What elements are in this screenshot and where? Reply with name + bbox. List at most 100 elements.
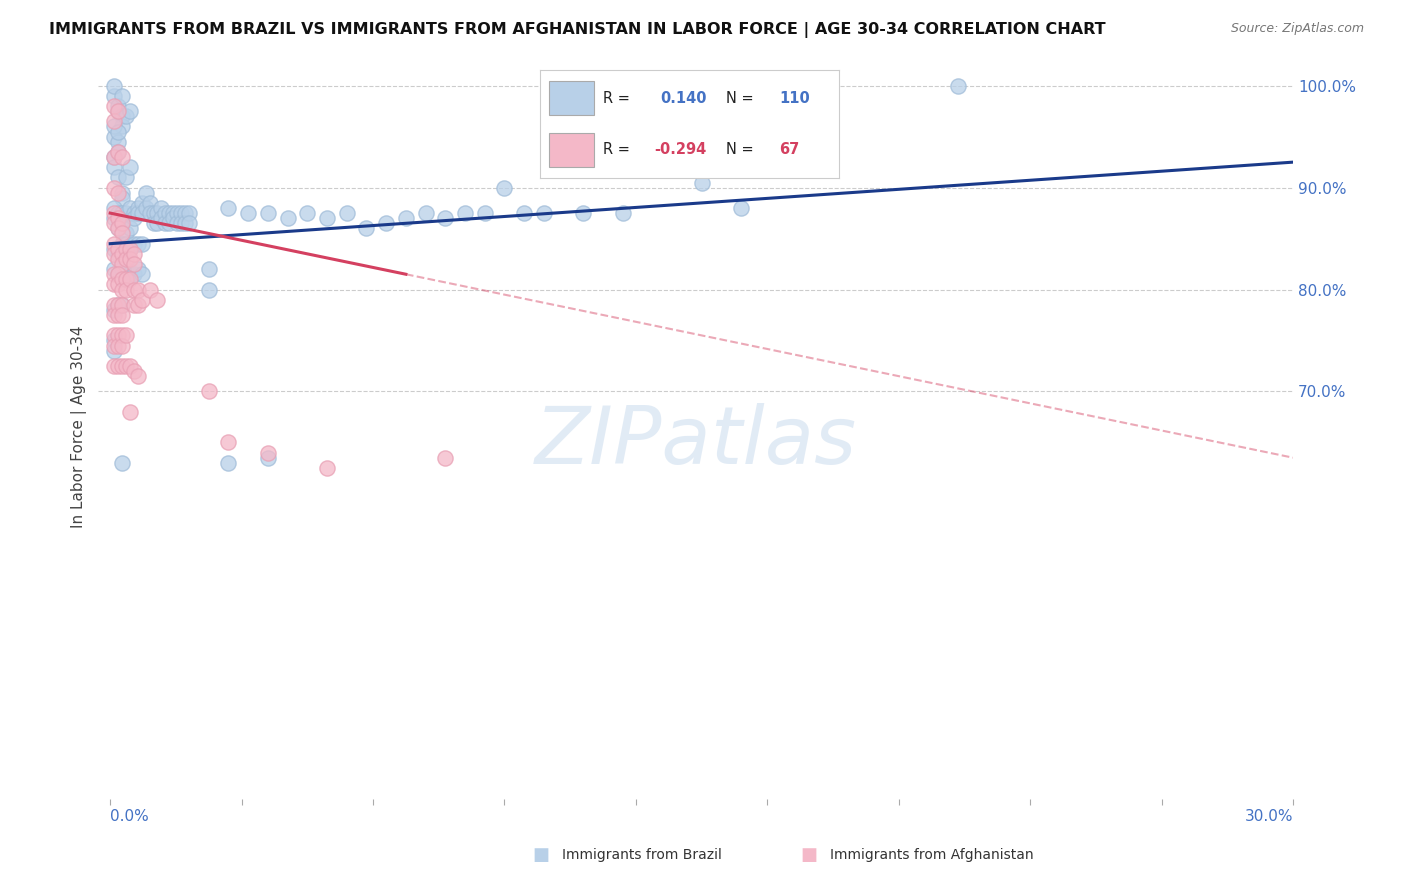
Point [115,242,138,256]
Point [103,78,125,93]
Point [107,338,129,352]
Point [107,99,129,113]
Point [131,267,153,281]
Point [257,450,280,465]
Point [103,359,125,373]
Point [103,328,125,343]
Point [118,359,141,373]
Point [155,216,177,230]
Point [118,405,141,419]
Point [115,328,138,343]
Point [118,160,141,174]
Point [111,206,134,220]
Point [131,236,153,251]
Point [111,262,134,277]
Point [103,308,125,322]
Point [111,89,134,103]
Point [356,221,378,235]
Point [494,180,516,194]
Point [115,272,138,286]
Point [118,242,141,256]
Point [111,216,134,230]
Point [111,298,134,312]
Point [103,150,125,164]
Point [127,298,149,312]
Point [111,456,134,470]
Point [111,359,134,373]
Point [111,283,134,297]
Point [150,201,173,215]
Point [111,227,134,241]
Point [111,298,134,312]
Point [107,267,129,281]
Point [103,277,125,292]
Y-axis label: In Labor Force | Age 30-34: In Labor Force | Age 30-34 [72,326,87,528]
Point [434,450,457,465]
Point [316,211,339,226]
Point [103,180,125,194]
Point [107,328,129,343]
Point [238,206,260,220]
Text: ZIPatlas: ZIPatlas [534,403,856,481]
Point [107,221,129,235]
Point [170,216,193,230]
Point [111,191,134,205]
Point [138,283,160,297]
Point [103,247,125,261]
Point [257,445,280,459]
Point [107,247,129,261]
Point [131,206,153,220]
Point [107,145,129,159]
Point [150,211,173,226]
Point [127,369,149,384]
Point [111,328,134,343]
Point [375,216,398,230]
Point [107,135,129,149]
Point [474,206,496,220]
Point [142,216,165,230]
Point [217,435,239,450]
Point [127,283,149,297]
Point [316,461,339,475]
Point [177,216,200,230]
Point [118,267,141,281]
Point [107,206,129,220]
Point [146,293,169,307]
Point [135,201,157,215]
Point [138,195,160,210]
Point [115,170,138,185]
Point [122,298,145,312]
Point [122,257,145,271]
Point [336,206,359,220]
Point [297,206,319,220]
Point [197,384,219,399]
Point [166,206,188,220]
Point [107,242,129,256]
Point [513,206,536,220]
Point [454,206,477,220]
Point [115,252,138,266]
Point [107,170,129,185]
Point [107,277,129,292]
Point [111,272,134,286]
Point [257,206,280,220]
Point [946,78,969,93]
Point [107,104,129,119]
Point [103,267,125,281]
Point [155,206,177,220]
Point [122,236,145,251]
Point [107,145,129,159]
Point [103,262,125,277]
Point [122,283,145,297]
Point [115,236,138,251]
Point [103,99,125,113]
Point [146,206,169,220]
Point [107,211,129,226]
Point [277,211,299,226]
Text: Source: ZipAtlas.com: Source: ZipAtlas.com [1230,22,1364,36]
Point [415,206,437,220]
Point [118,252,141,266]
Point [111,109,134,123]
Point [612,206,634,220]
Point [107,298,129,312]
